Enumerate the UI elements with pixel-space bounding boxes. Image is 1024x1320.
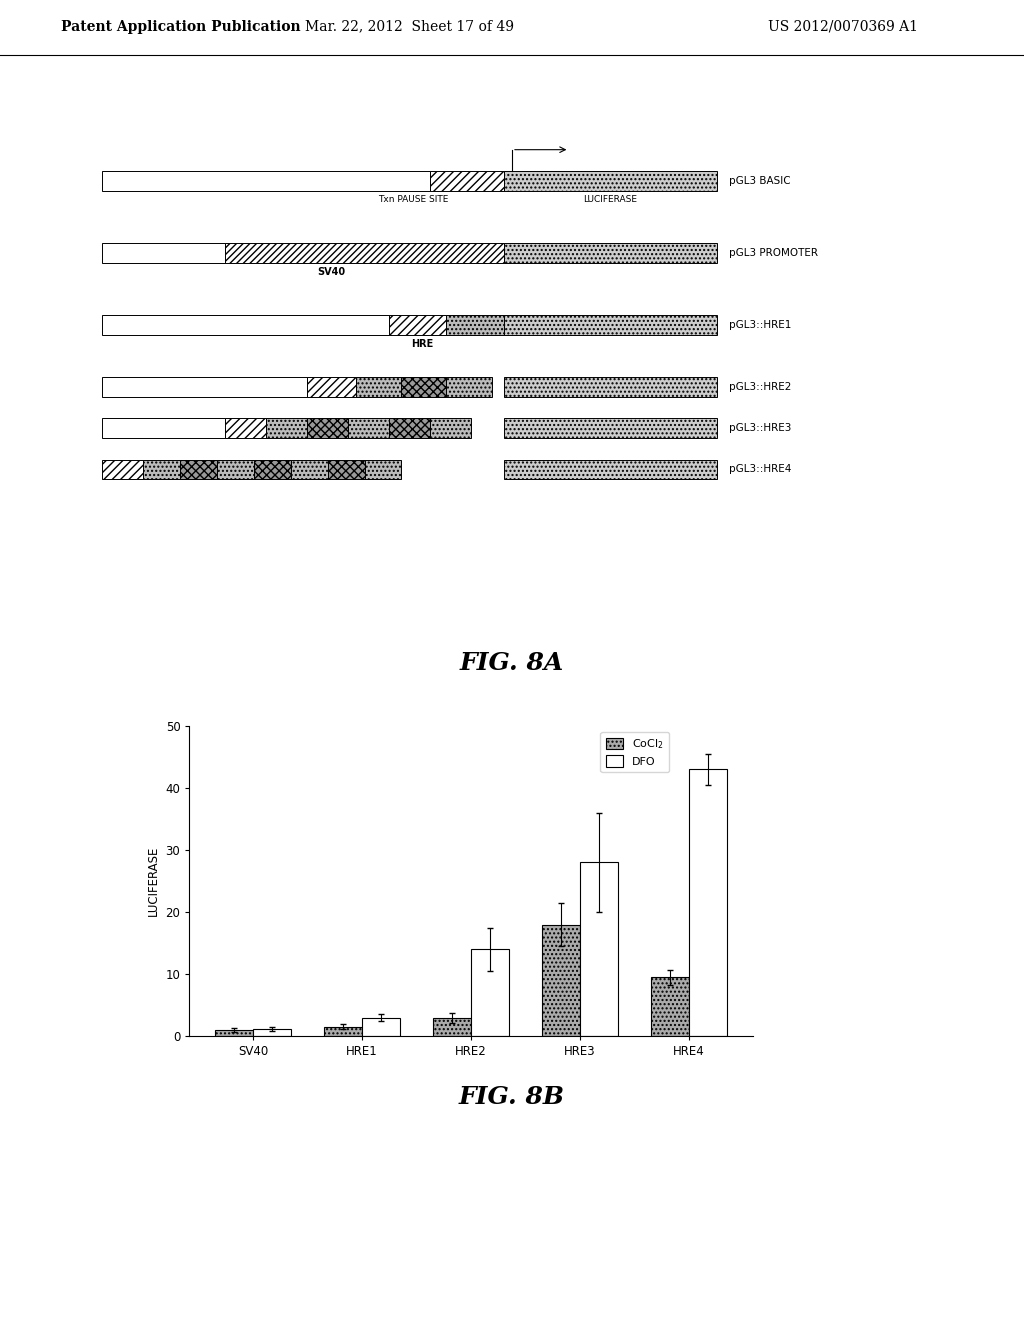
Text: Txn PAUSE SITE: Txn PAUSE SITE: [379, 195, 449, 205]
Bar: [471, 949, 509, 1036]
Bar: [504, 172, 717, 191]
Bar: [324, 1027, 362, 1036]
Bar: [504, 459, 717, 479]
Bar: [102, 459, 143, 479]
Text: SV40: SV40: [317, 267, 346, 277]
Text: pGL3 BASIC: pGL3 BASIC: [729, 176, 791, 186]
Text: pGL3 PROMOTER: pGL3 PROMOTER: [729, 248, 818, 259]
Text: Patent Application Publication: Patent Application Publication: [61, 20, 301, 34]
Bar: [651, 977, 689, 1036]
Bar: [430, 418, 471, 438]
Bar: [180, 459, 217, 479]
Bar: [389, 418, 430, 438]
Bar: [307, 378, 356, 397]
Bar: [254, 459, 291, 479]
Text: LUCIFERASE: LUCIFERASE: [584, 195, 637, 205]
Text: HRE: HRE: [411, 339, 433, 348]
Bar: [253, 1028, 291, 1036]
Bar: [215, 1030, 253, 1036]
Text: pGL3::HRE3: pGL3::HRE3: [729, 424, 792, 433]
Bar: [542, 924, 580, 1036]
Bar: [225, 243, 504, 263]
Bar: [446, 315, 504, 335]
Bar: [266, 418, 307, 438]
Bar: [102, 418, 225, 438]
Bar: [291, 459, 328, 479]
Bar: [446, 378, 492, 397]
Text: pGL3::HRE2: pGL3::HRE2: [729, 381, 792, 392]
Bar: [217, 459, 254, 479]
Bar: [102, 315, 389, 335]
Bar: [362, 1018, 400, 1036]
Bar: [433, 1018, 471, 1036]
Bar: [102, 172, 430, 191]
Bar: [504, 315, 717, 335]
Text: FIG. 8A: FIG. 8A: [460, 651, 564, 676]
Bar: [143, 459, 180, 479]
Bar: [328, 459, 365, 479]
Legend: CoCl$_2$, DFO: CoCl$_2$, DFO: [600, 731, 669, 772]
Bar: [389, 315, 446, 335]
Bar: [102, 378, 307, 397]
Text: FIG. 8B: FIG. 8B: [459, 1085, 565, 1109]
Bar: [504, 378, 717, 397]
Bar: [356, 378, 401, 397]
Bar: [102, 243, 225, 263]
Text: pGL3::HRE1: pGL3::HRE1: [729, 321, 792, 330]
Bar: [307, 418, 348, 438]
Text: US 2012/0070369 A1: US 2012/0070369 A1: [768, 20, 918, 34]
Bar: [504, 243, 717, 263]
Bar: [401, 378, 446, 397]
Y-axis label: LUCIFERASE: LUCIFERASE: [147, 846, 160, 916]
Text: pGL3::HRE4: pGL3::HRE4: [729, 465, 792, 474]
Bar: [225, 418, 266, 438]
Bar: [348, 418, 389, 438]
Bar: [365, 459, 401, 479]
Bar: [430, 172, 504, 191]
Bar: [580, 862, 618, 1036]
Bar: [504, 418, 717, 438]
Text: Mar. 22, 2012  Sheet 17 of 49: Mar. 22, 2012 Sheet 17 of 49: [305, 20, 514, 34]
Bar: [689, 770, 727, 1036]
